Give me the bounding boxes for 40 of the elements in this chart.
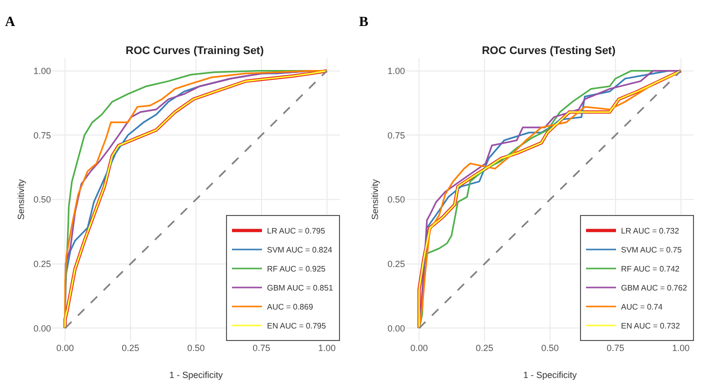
x-axis-title: 1 - Specificity	[523, 370, 578, 380]
legend-label: GBM AUC = 0.851	[267, 284, 334, 293]
legend-label: RF AUC = 0.925	[267, 264, 326, 274]
legend-label: EN AUC = 0.795	[267, 322, 326, 331]
x-tick-label: 1.00	[672, 343, 690, 353]
y-tick-label: 0.25	[387, 258, 405, 269]
y-tick-label: 0.50	[387, 194, 405, 205]
y-tick-label: 0.75	[387, 130, 405, 140]
x-tick-label: 0.50	[187, 343, 205, 353]
legend-label: EN AUC = 0.732	[621, 322, 680, 331]
y-tick-label: 1.00	[33, 66, 51, 76]
legend-label: AUC = 0.869	[267, 302, 314, 312]
x-tick-label: 1.00	[318, 343, 336, 353]
chart-title: ROC Curves (Training Set)	[126, 44, 264, 57]
y-tick-label: 1.00	[387, 66, 405, 76]
x-tick-label: 0.75	[252, 343, 270, 353]
x-tick-label: 0.50	[541, 343, 559, 353]
y-tick-label: 0.00	[33, 323, 51, 334]
chart-title: ROC Curves (Testing Set)	[482, 44, 616, 57]
x-tick-label: 0.00	[56, 343, 74, 353]
text: B	[359, 15, 368, 30]
legend-label: RF AUC = 0.742	[621, 264, 680, 274]
legend-label: SVM AUC = 0.75	[621, 246, 682, 255]
y-axis-title: Sensitivity	[16, 178, 26, 220]
legend-label: SVM AUC = 0.824	[267, 246, 333, 255]
y-axis-title: Sensitivity	[370, 178, 380, 220]
legend-label: AUC = 0.74	[621, 302, 664, 312]
legend-label: GBM AUC = 0.762	[621, 284, 688, 293]
y-tick-label: 0.00	[387, 323, 405, 334]
y-tick-label: 0.25	[33, 258, 51, 269]
x-tick-label: 0.25	[476, 343, 494, 353]
legend-label: LR AUC = 0.795	[267, 226, 326, 236]
x-tick-label: 0.25	[122, 343, 140, 353]
legend-label: LR AUC = 0.732	[621, 226, 680, 236]
x-tick-label: 0.75	[606, 343, 624, 353]
x-axis-title: 1 - Specificity	[169, 370, 224, 380]
x-tick-label: 0.00	[410, 343, 428, 353]
y-tick-label: 0.75	[33, 130, 51, 140]
y-tick-label: 0.50	[33, 194, 51, 205]
text: A	[5, 15, 16, 30]
